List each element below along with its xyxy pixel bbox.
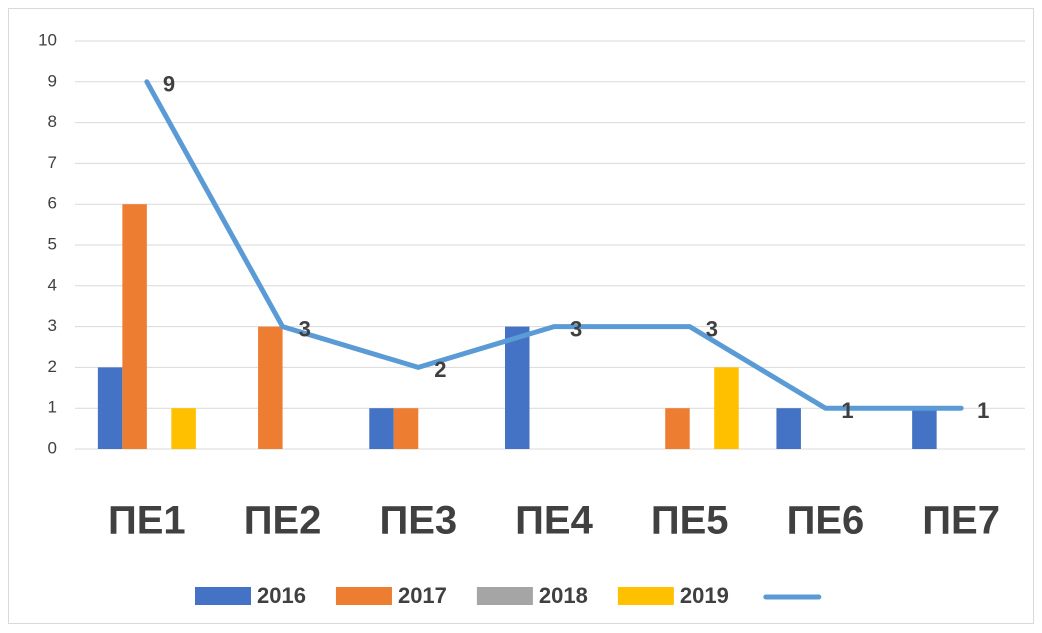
- legend-label: 2016: [257, 583, 306, 608]
- y-tick-label: 8: [48, 112, 57, 131]
- legend-swatch: [335, 587, 392, 605]
- bar: [369, 408, 394, 449]
- y-tick-label: 4: [48, 275, 57, 294]
- bar: [97, 367, 123, 449]
- bar: [122, 204, 147, 449]
- data-label: 3: [299, 316, 311, 341]
- y-tick-label: 3: [48, 316, 57, 335]
- bar: [776, 408, 801, 449]
- chart-border: [8, 8, 1034, 624]
- y-tick-label: 5: [48, 234, 57, 253]
- x-tick-label: ПЕ1: [108, 499, 186, 543]
- bar: [665, 408, 690, 449]
- x-tick-label: ПЕ7: [922, 499, 1000, 543]
- bar: [714, 367, 739, 449]
- legend-swatch: [476, 587, 533, 605]
- data-label: 1: [841, 398, 853, 423]
- x-tick-label: ПЕ6: [787, 499, 865, 543]
- x-tick-label: ПЕ5: [651, 499, 729, 543]
- y-tick-label: 6: [48, 194, 57, 213]
- bar: [912, 408, 937, 449]
- y-tick-label: 1: [48, 398, 57, 417]
- data-label: 3: [706, 316, 718, 341]
- bar: [393, 408, 419, 449]
- x-tick-label: ПЕ2: [244, 499, 322, 543]
- data-label: 2: [434, 357, 446, 382]
- y-tick-label: 10: [38, 30, 57, 49]
- y-tick-label: 2: [48, 357, 57, 376]
- data-label: 9: [163, 72, 175, 97]
- x-tick-label: ПЕ3: [379, 499, 457, 543]
- y-tick-label: 9: [48, 71, 57, 90]
- y-tick-label: 0: [48, 438, 57, 457]
- bar: [505, 326, 530, 449]
- x-tick-label: ПЕ4: [515, 499, 593, 543]
- legend-swatch: [195, 587, 251, 605]
- bar: [171, 408, 196, 449]
- bar: [258, 326, 283, 449]
- y-tick-label: 7: [48, 153, 57, 172]
- line: [144, 79, 964, 411]
- legend-label: 2018: [539, 583, 588, 608]
- legend-label: 2017: [398, 583, 447, 608]
- legend-swatch: [617, 587, 674, 605]
- legend-label: 2019: [680, 583, 729, 608]
- data-label: 3: [570, 316, 582, 341]
- data-label: 1: [977, 398, 989, 423]
